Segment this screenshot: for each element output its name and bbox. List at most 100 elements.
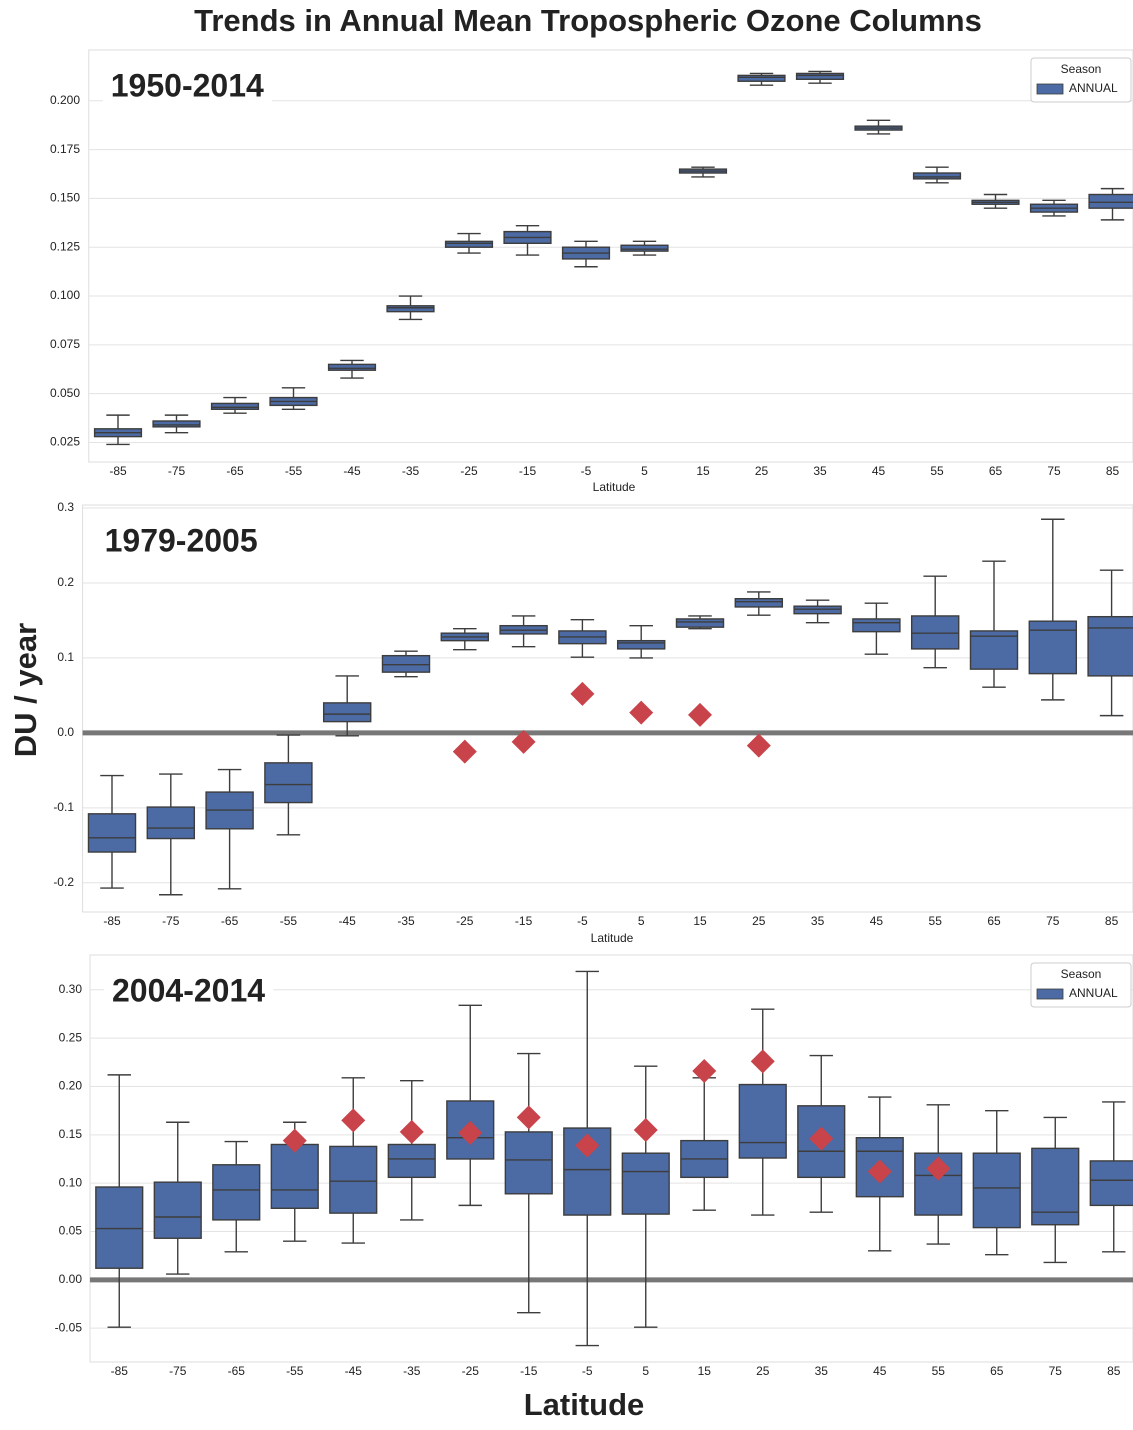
y-tick-label: 0.0 xyxy=(57,725,74,739)
x-tick-label: -5 xyxy=(582,1364,593,1378)
box xyxy=(387,1143,436,1179)
panel-label-bg xyxy=(102,63,272,108)
box xyxy=(734,597,784,608)
y-tick-label: 0.05 xyxy=(59,1224,83,1238)
box xyxy=(210,402,260,410)
x-tick-label: 35 xyxy=(815,1364,829,1378)
box xyxy=(910,615,960,650)
marker xyxy=(629,700,654,725)
x-tick-label: -35 xyxy=(397,914,415,928)
x-tick-label: -75 xyxy=(169,1364,187,1378)
marker xyxy=(746,733,771,758)
figure-title: Trends in Annual Mean Tropospheric Ozone… xyxy=(194,3,982,38)
box xyxy=(1031,1147,1080,1226)
x-tick-label: 25 xyxy=(756,1364,770,1378)
y-tick-label: 0.00 xyxy=(59,1272,83,1286)
x-tick-label: -35 xyxy=(403,1364,421,1378)
x-axis-label: Latitude xyxy=(593,480,636,494)
box xyxy=(504,1131,553,1195)
box xyxy=(95,1186,144,1269)
x-tick-label: 25 xyxy=(755,464,769,478)
x-tick-label: -85 xyxy=(111,1364,129,1378)
x-tick-label: -15 xyxy=(520,1364,538,1378)
panel-label: 1950-2014 xyxy=(111,67,264,103)
x-tick-label: -25 xyxy=(456,914,474,928)
plot-area xyxy=(88,49,1133,463)
box xyxy=(322,702,372,723)
x-tick-label: -85 xyxy=(109,464,127,478)
x-tick-label: -25 xyxy=(460,464,478,478)
box xyxy=(386,305,435,313)
box xyxy=(270,1143,319,1209)
x-tick-label: -75 xyxy=(162,914,180,928)
box xyxy=(327,363,377,371)
x-tick-label: 5 xyxy=(641,464,648,478)
marker xyxy=(282,1128,307,1153)
panel: -0.2-0.10.00.10.20.3-85 -75 -65 -55 -45 -35 -2… xyxy=(53,500,1133,945)
y-tick-label: 0.150 xyxy=(50,191,80,205)
plot-area xyxy=(82,504,1133,913)
x-tick-label: -55 xyxy=(280,914,298,928)
x-tick-label: 45 xyxy=(873,1364,887,1378)
marker xyxy=(399,1119,424,1144)
box xyxy=(795,72,845,80)
box xyxy=(737,74,786,82)
x-tick-label: 65 xyxy=(989,464,1003,478)
box xyxy=(675,618,725,628)
marker xyxy=(452,739,477,764)
box xyxy=(912,172,962,180)
x-tick-label: 55 xyxy=(930,464,944,478)
y-tick-label: 0.025 xyxy=(50,435,80,449)
y-tick-label: 0.175 xyxy=(50,142,80,156)
y-tick-label: 0.1 xyxy=(57,650,74,664)
box xyxy=(1087,615,1133,677)
x-tick-label: 25 xyxy=(752,914,766,928)
plot-content xyxy=(82,518,1133,896)
y-tick-label: -0.05 xyxy=(55,1320,83,1334)
box xyxy=(381,654,431,673)
y-tick-label: 0.200 xyxy=(50,93,80,107)
x-tick-label: -55 xyxy=(286,1364,304,1378)
box xyxy=(620,244,669,252)
x-tick-label: 35 xyxy=(813,464,827,478)
x-tick-label: -65 xyxy=(226,464,244,478)
box xyxy=(87,813,137,853)
y-tick-label: 0.100 xyxy=(50,288,80,302)
box xyxy=(793,605,842,615)
panel-label-bg xyxy=(96,518,266,563)
y-tick-label: -0.2 xyxy=(53,875,74,889)
box xyxy=(153,1181,202,1239)
plot-content xyxy=(90,970,1133,1347)
x-tick-label: -45 xyxy=(345,1364,363,1378)
x-tick-label: 85 xyxy=(1106,464,1120,478)
x-tick-label: 45 xyxy=(872,464,886,478)
x-axis-label: Latitude xyxy=(591,931,634,945)
box xyxy=(969,630,1019,670)
x-tick-label: -45 xyxy=(339,914,357,928)
box xyxy=(212,1164,261,1221)
y-tick-label: 0.25 xyxy=(59,1030,83,1044)
panel-label-bg xyxy=(104,968,274,1013)
marker xyxy=(511,729,536,754)
y-tick-label: 0.2 xyxy=(57,575,74,589)
y-tick-label: 0.20 xyxy=(59,1079,83,1093)
legend-swatch xyxy=(1036,83,1064,95)
marker xyxy=(688,702,712,727)
y-tick-label: 0.125 xyxy=(50,239,80,253)
x-tick-label: -35 xyxy=(402,464,420,478)
marker xyxy=(926,1156,951,1181)
box xyxy=(621,1152,670,1215)
x-tick-label: 5 xyxy=(642,1364,649,1378)
panel: 0.025 0.050 0.075 0.100 0.125 0.150 0.175 0.200… xyxy=(50,49,1133,494)
box xyxy=(444,240,494,248)
box xyxy=(152,420,201,428)
plot-content xyxy=(93,70,1133,446)
x-tick-label: 55 xyxy=(929,914,943,928)
x-tick-label: 15 xyxy=(693,914,707,928)
marker xyxy=(750,1049,775,1074)
marker xyxy=(458,1120,483,1145)
box xyxy=(738,1083,787,1159)
box xyxy=(1088,193,1133,209)
